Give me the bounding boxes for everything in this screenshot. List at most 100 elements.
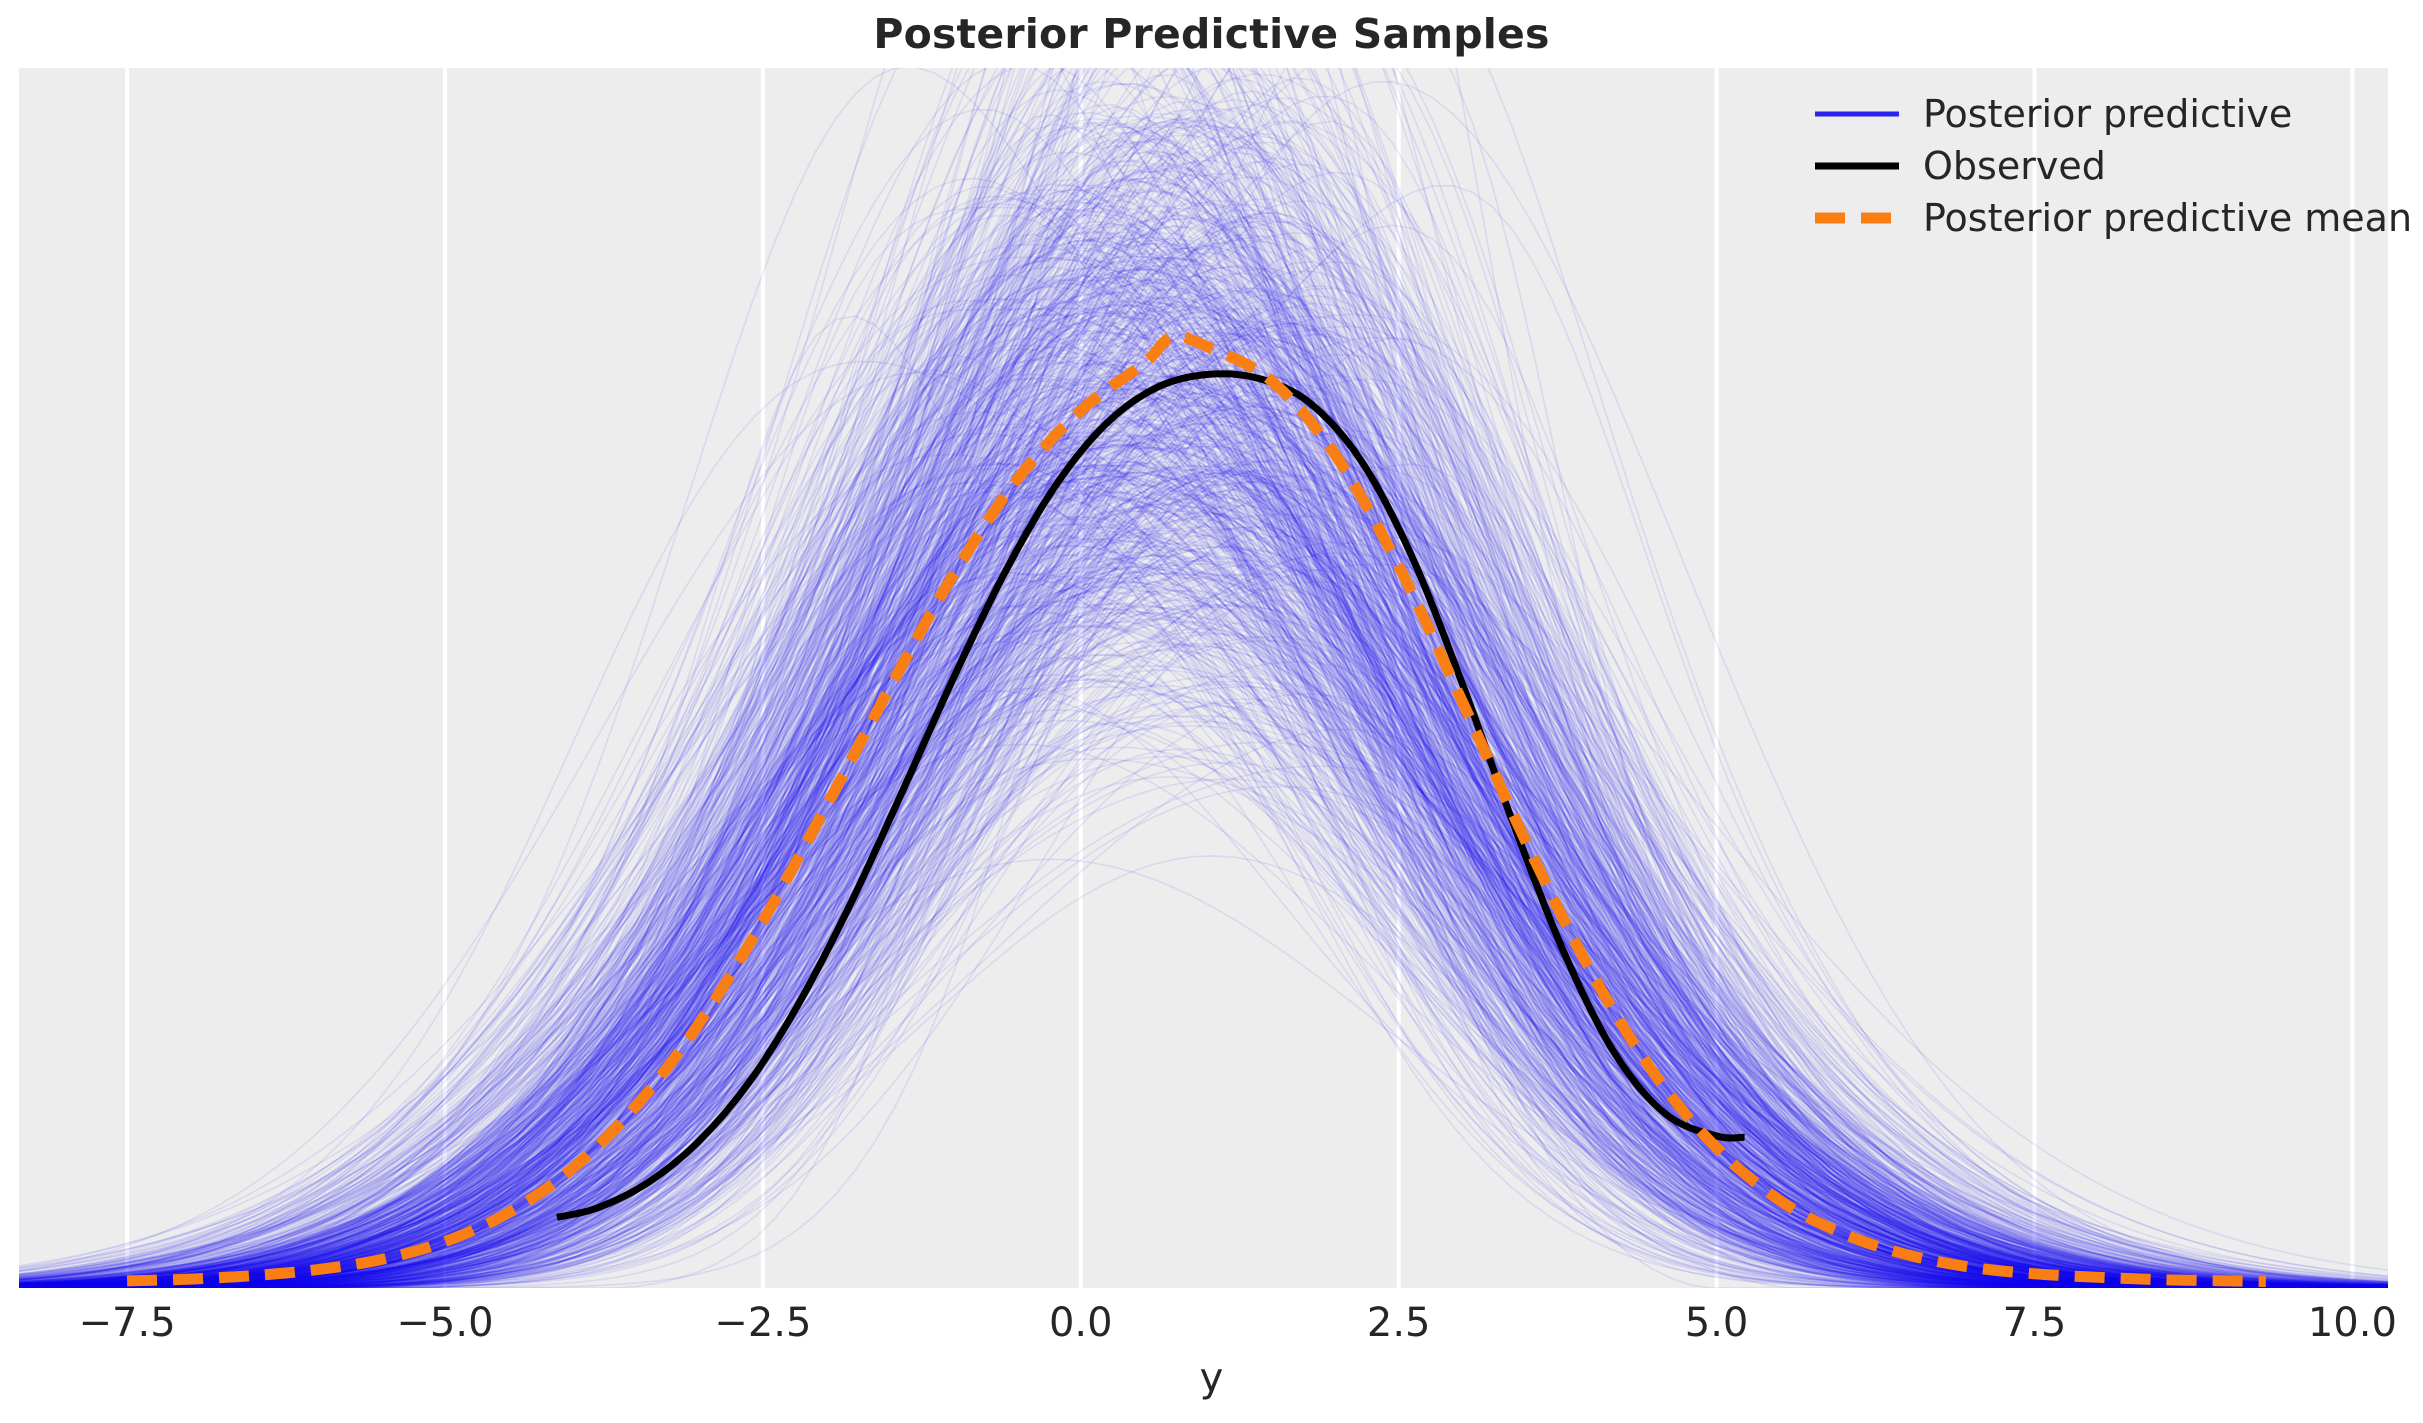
posterior-predictive-sample [19, 566, 2388, 1288]
legend-item-1[interactable]: Observed [1813, 140, 2373, 192]
posterior-predictive-sample [19, 355, 2388, 1288]
posterior-predictive-sample [19, 214, 2388, 1288]
posterior-predictive-sample [19, 408, 2388, 1288]
posterior-predictive-sample [19, 186, 2388, 1288]
posterior-predictive-sample [19, 290, 2388, 1288]
posterior-predictive-sample [19, 612, 2388, 1288]
x-tick-label: 5.0 [1684, 1300, 1749, 1346]
posterior-predictive-sample [19, 653, 2388, 1288]
page-title: Posterior Predictive Samples [873, 10, 1550, 58]
posterior-predictive-sample [19, 479, 2388, 1288]
posterior-predictive-sample [19, 392, 2388, 1288]
posterior-predictive-sample [19, 463, 2388, 1288]
posterior-predictive-sample [19, 68, 2388, 1288]
posterior-predictive-sample [19, 275, 2388, 1288]
posterior-predictive-sample [19, 219, 2388, 1288]
posterior-predictive-sample [19, 492, 2388, 1288]
posterior-predictive-sample [19, 714, 2388, 1280]
posterior-predictive-sample [19, 68, 2388, 1288]
posterior-predictive-sample [19, 442, 2388, 1286]
posterior-predictive-sample [19, 275, 2388, 1288]
posterior-predictive-sample [19, 462, 2388, 1288]
posterior-predictive-sample [19, 496, 2388, 1288]
legend-item-0[interactable]: Posterior predictive [1813, 88, 2373, 140]
posterior-predictive-sample [19, 260, 2388, 1288]
posterior-predictive-sample [19, 68, 2388, 1288]
posterior-predictive-sample [19, 124, 2388, 1288]
posterior-predictive-sample [19, 266, 2388, 1288]
posterior-predictive-sample [19, 536, 2388, 1288]
posterior-predictive-sample [19, 395, 2388, 1288]
posterior-predictive-sample [19, 420, 2388, 1288]
posterior-predictive-sample [19, 855, 2388, 1288]
posterior-predictive-sample [19, 221, 2388, 1288]
posterior-predictive-sample [19, 68, 2388, 1288]
posterior-predictive-sample [19, 310, 2388, 1288]
posterior-predictive-sample [19, 278, 2388, 1288]
posterior-predictive-sample [19, 548, 2388, 1288]
posterior-predictive-sample [19, 621, 2388, 1288]
posterior-predictive-sample [19, 475, 2388, 1288]
posterior-predictive-sample [19, 473, 2388, 1288]
posterior-predictive-sample [19, 329, 2388, 1287]
posterior-predictive-sample [19, 548, 2388, 1288]
posterior-predictive-sample [19, 395, 2388, 1288]
posterior-predictive-sample [19, 504, 2388, 1288]
posterior-predictive-sample [19, 620, 2388, 1286]
posterior-predictive-sample [19, 68, 2388, 1287]
posterior-predictive-sample [19, 315, 2388, 1288]
posterior-predictive-sample [19, 177, 2388, 1288]
posterior-predictive-sample [19, 618, 2388, 1288]
posterior-predictive-sample [19, 590, 2388, 1287]
posterior-predictive-sample [19, 256, 2388, 1288]
posterior-predictive-sample [19, 442, 2388, 1288]
posterior-predictive-sample [19, 68, 2388, 1288]
posterior-predictive-sample [19, 279, 2388, 1288]
posterior-predictive-sample [19, 533, 2388, 1288]
posterior-predictive-sample [19, 214, 2388, 1288]
posterior-predictive-sample [19, 416, 2388, 1286]
posterior-predictive-sample [19, 580, 2388, 1288]
posterior-predictive-sample [19, 465, 2388, 1288]
posterior-predictive-sample [19, 387, 2388, 1287]
posterior-predictive-sample [19, 436, 2388, 1288]
legend-handle-icon [1815, 111, 1899, 117]
posterior-predictive-sample [19, 182, 2388, 1288]
posterior-predictive-sample [19, 159, 2388, 1288]
legend-item-2[interactable]: Posterior predictive mean [1813, 192, 2412, 244]
posterior-predictive-sample [19, 743, 2388, 1288]
posterior-predictive-sample [19, 379, 2388, 1288]
posterior-predictive-sample [19, 479, 2388, 1288]
posterior-predictive-sample [19, 169, 2388, 1288]
posterior-predictive-sample [19, 68, 2388, 1288]
posterior-predictive-sample [19, 224, 2388, 1288]
posterior-predictive-sample [19, 68, 2388, 1288]
posterior-predictive-sample [19, 571, 2388, 1288]
posterior-predictive-sample [19, 468, 2388, 1288]
posterior-predictive-sample [19, 68, 2388, 1288]
posterior-predictive-sample [19, 170, 2388, 1288]
posterior-predictive-sample [19, 516, 2388, 1288]
posterior-predictive-sample [19, 680, 2388, 1288]
posterior-predictive-samples [19, 68, 2388, 1288]
posterior-predictive-sample [19, 249, 2388, 1288]
posterior-predictive-sample [19, 68, 2388, 1288]
posterior-predictive-sample [19, 472, 2388, 1288]
posterior-predictive-sample [19, 207, 2388, 1288]
posterior-predictive-sample [19, 322, 2388, 1288]
posterior-predictive-sample [19, 119, 2388, 1288]
posterior-predictive-sample [19, 429, 2388, 1288]
posterior-predictive-sample [19, 589, 2388, 1288]
posterior-predictive-sample [19, 316, 2388, 1288]
posterior-predictive-sample [19, 560, 2388, 1288]
posterior-predictive-sample [19, 243, 2388, 1288]
posterior-predictive-sample [19, 724, 2388, 1283]
posterior-predictive-sample [19, 687, 2388, 1288]
posterior-predictive-sample [19, 858, 2388, 1288]
posterior-predictive-sample [19, 68, 2388, 1288]
posterior-predictive-sample [19, 553, 2388, 1288]
posterior-predictive-sample [19, 220, 2388, 1288]
posterior-predictive-sample [19, 68, 2388, 1288]
posterior-predictive-sample [19, 555, 2388, 1288]
posterior-predictive-sample [19, 629, 2388, 1288]
